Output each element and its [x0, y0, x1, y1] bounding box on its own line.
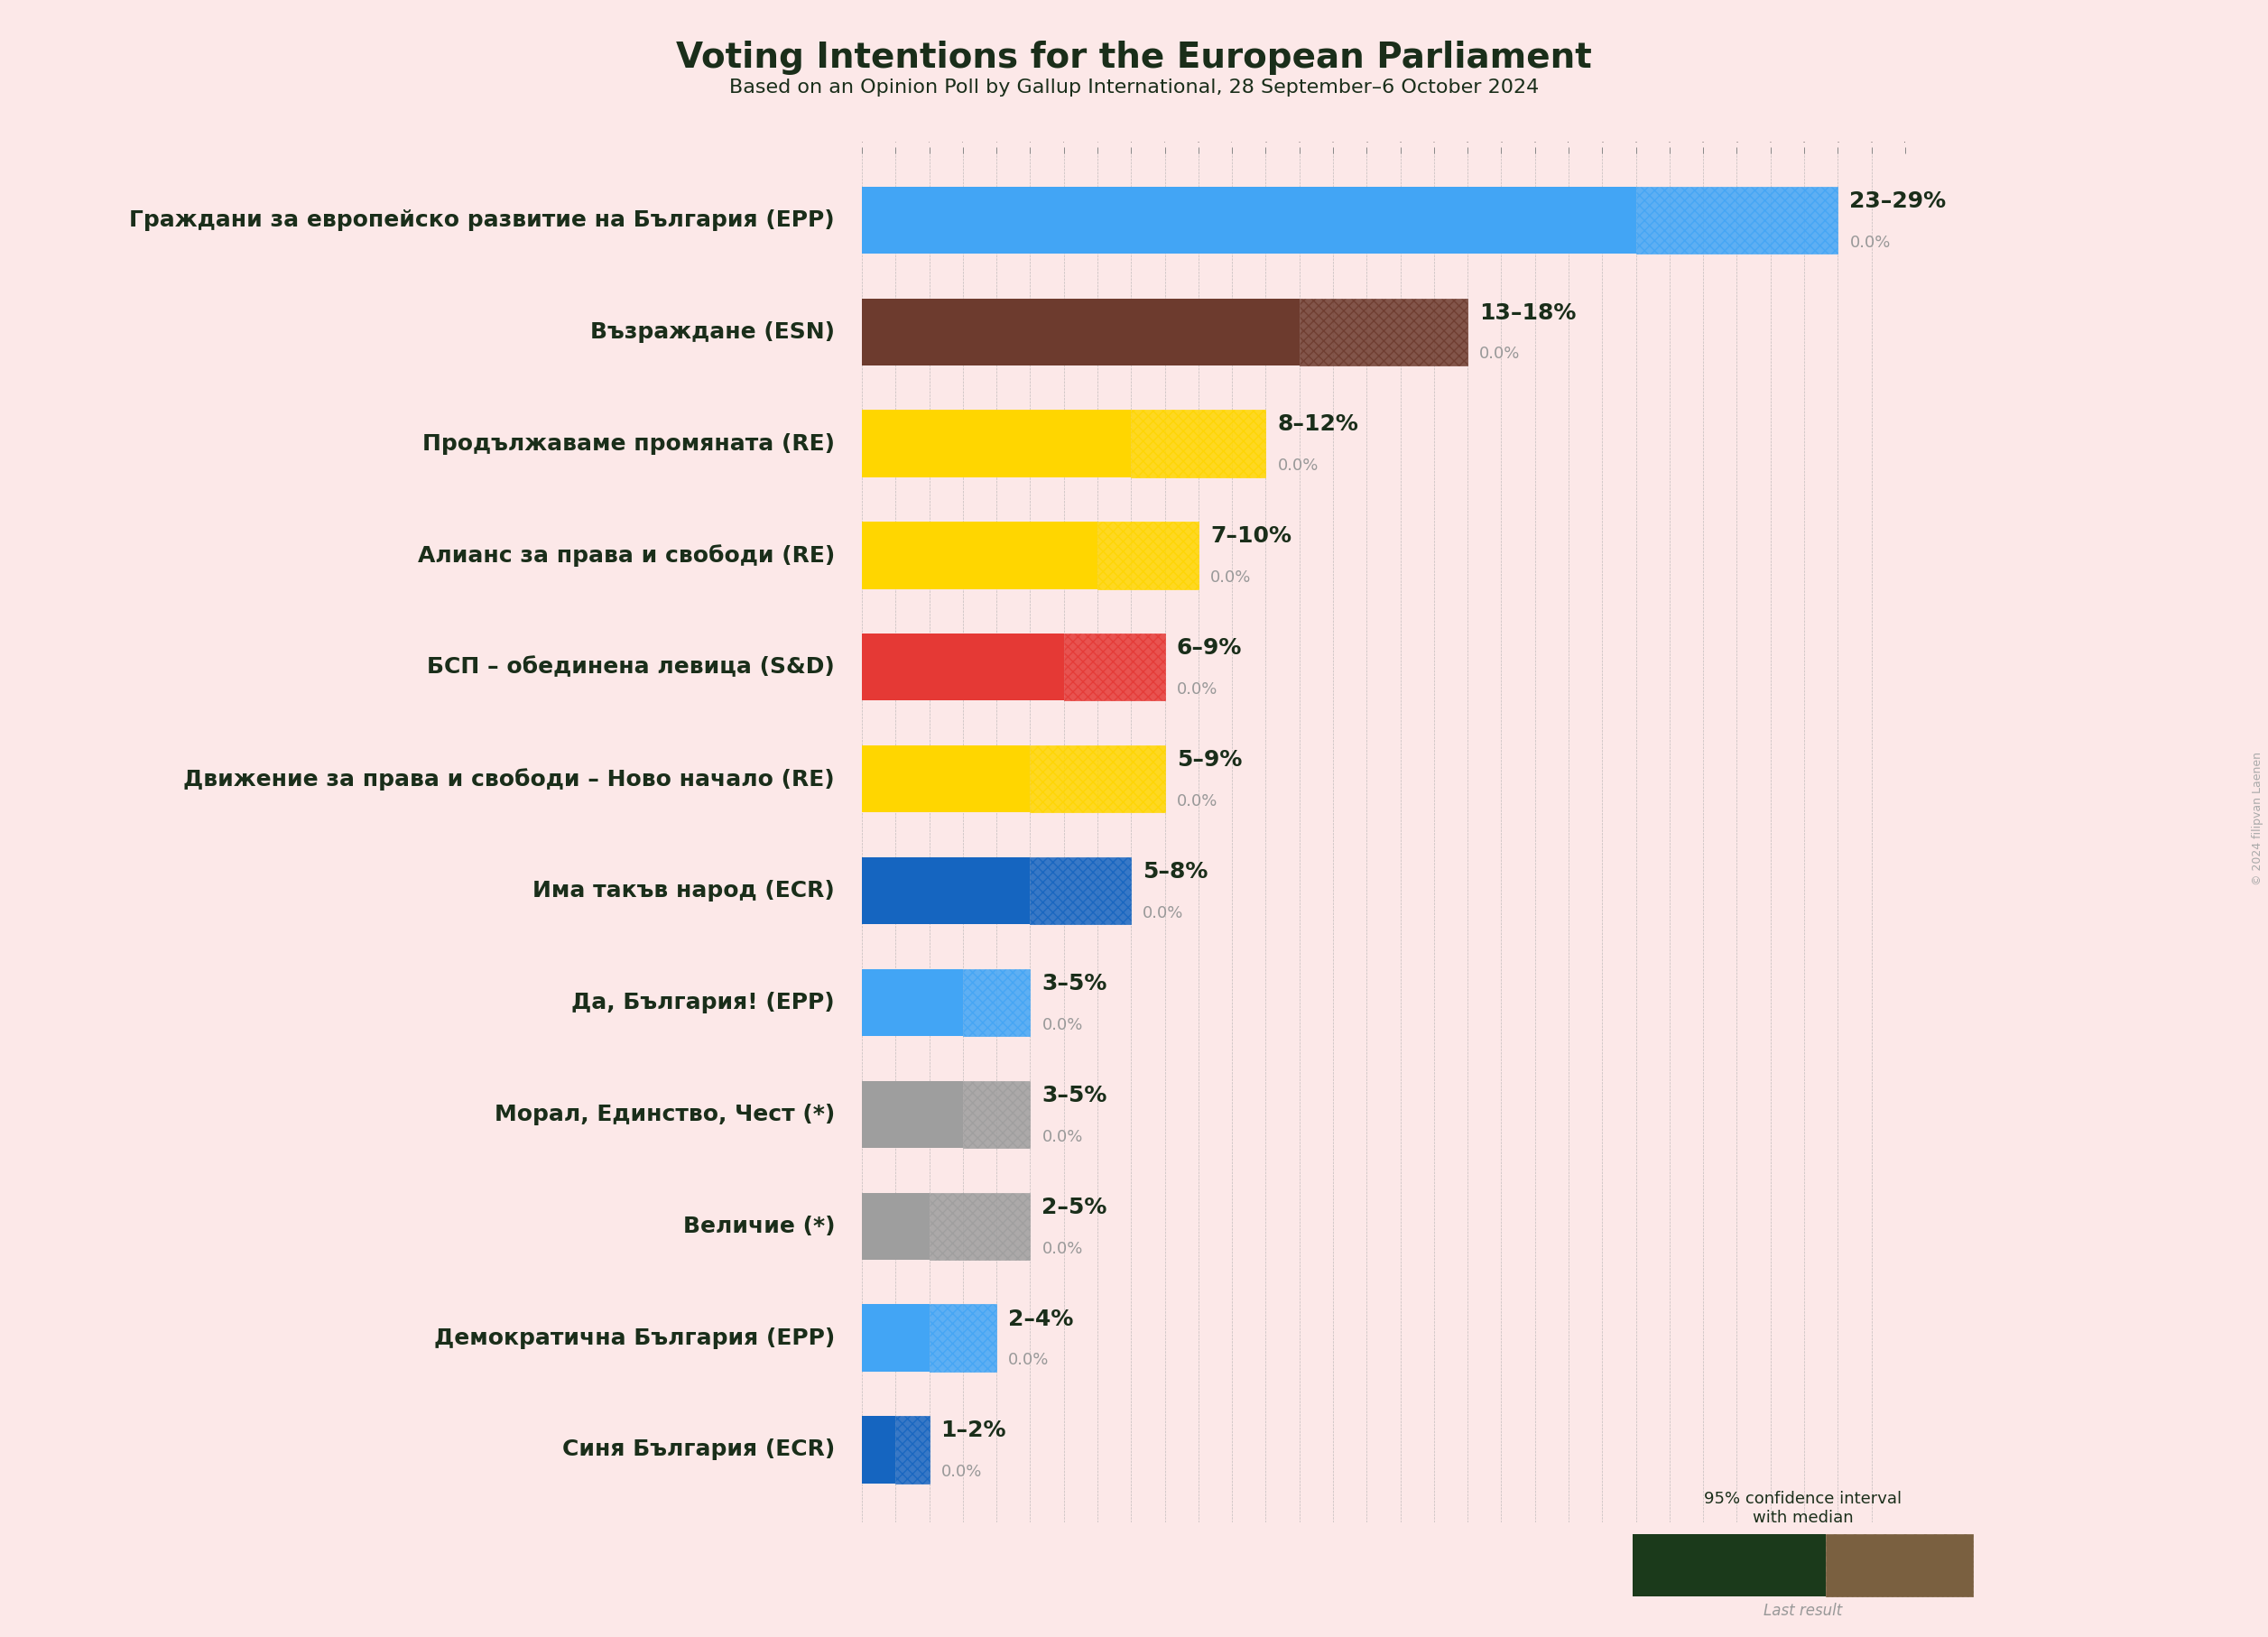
Bar [862, 858, 1030, 925]
Bar [862, 1305, 930, 1372]
Text: Морал, Единство, Чест (*): Морал, Единство, Чест (*) [494, 1103, 835, 1125]
Text: 0.0%: 0.0% [1143, 905, 1184, 922]
Bar [1098, 522, 1198, 589]
Text: 13–18%: 13–18% [1479, 301, 1576, 324]
Bar [1300, 298, 1467, 365]
Text: Има такъв народ (ECR): Има такъв народ (ECR) [533, 881, 835, 902]
Text: 3–5%: 3–5% [1041, 972, 1107, 994]
Bar [862, 1193, 930, 1260]
Text: 0.0%: 0.0% [1211, 570, 1252, 586]
Bar [1030, 745, 1166, 812]
Bar [930, 1305, 996, 1372]
Text: 0.0%: 0.0% [1177, 794, 1218, 809]
Text: 5–8%: 5–8% [1143, 861, 1209, 882]
Text: Продължаваме промяната (RE): Продължаваме промяната (RE) [422, 432, 835, 455]
Text: 0.0%: 0.0% [1041, 1241, 1082, 1257]
Bar [862, 969, 964, 1036]
Bar [1064, 634, 1166, 701]
Bar [1030, 858, 1132, 925]
Bar [862, 522, 1098, 589]
Text: 8–12%: 8–12% [1277, 414, 1359, 435]
Text: 0.0%: 0.0% [1479, 345, 1520, 362]
Bar [862, 298, 1300, 365]
Bar [1635, 187, 1837, 254]
Text: Да, България! (EPP): Да, България! (EPP) [572, 992, 835, 1013]
Bar [1132, 409, 1266, 476]
Bar [930, 1193, 1030, 1260]
Text: 0.0%: 0.0% [1041, 1128, 1082, 1144]
Text: Граждани за европейско развитие на България (EPP): Граждани за европейско развитие на Бълга… [129, 210, 835, 231]
Bar [964, 1080, 1030, 1148]
Text: 3–5%: 3–5% [1041, 1085, 1107, 1107]
Text: Демократична България (EPP): Демократична България (EPP) [433, 1328, 835, 1349]
Bar [862, 634, 1064, 701]
Text: 0.0%: 0.0% [1277, 458, 1318, 475]
Bar [964, 969, 1030, 1036]
Text: 0.0%: 0.0% [1851, 234, 1892, 250]
Text: БСП – обединена левица (S&D): БСП – обединена левица (S&D) [426, 656, 835, 678]
Bar [862, 1080, 964, 1148]
Text: 5–9%: 5–9% [1177, 750, 1243, 771]
Text: 0.0%: 0.0% [1177, 681, 1218, 697]
Bar [862, 1416, 896, 1483]
Text: 2–4%: 2–4% [1009, 1308, 1073, 1329]
Text: 7–10%: 7–10% [1211, 525, 1290, 547]
Text: Based on an Opinion Poll by Gallup International, 28 September–6 October 2024: Based on an Opinion Poll by Gallup Inter… [728, 79, 1540, 97]
Bar [862, 409, 1132, 476]
Text: 95% confidence interval
with median: 95% confidence interval with median [1703, 1491, 1903, 1526]
Text: 0.0%: 0.0% [941, 1463, 982, 1480]
Text: Възраждане (ESN): Възраждане (ESN) [590, 321, 835, 342]
Bar [862, 187, 1635, 254]
Text: 0.0%: 0.0% [1041, 1017, 1082, 1033]
Text: Величие (*): Величие (*) [683, 1215, 835, 1238]
Text: Движение за права и свободи – Ново начало (RE): Движение за права и свободи – Ново начал… [184, 768, 835, 791]
Text: 6–9%: 6–9% [1177, 637, 1243, 660]
Text: Синя България (ECR): Синя България (ECR) [562, 1439, 835, 1460]
Text: Алианс за права и свободи (RE): Алианс за права и свободи (RE) [417, 543, 835, 566]
Text: 2–5%: 2–5% [1041, 1197, 1107, 1218]
Bar [862, 745, 1030, 812]
Text: 1–2%: 1–2% [941, 1419, 1007, 1442]
Text: © 2024 filipvan Laenen: © 2024 filipvan Laenen [2252, 751, 2263, 886]
Text: 0.0%: 0.0% [1009, 1352, 1050, 1369]
Text: Last result: Last result [1765, 1603, 1842, 1619]
Text: 23–29%: 23–29% [1851, 190, 1946, 211]
Bar [896, 1416, 930, 1483]
Text: Voting Intentions for the European Parliament: Voting Intentions for the European Parli… [676, 41, 1592, 75]
